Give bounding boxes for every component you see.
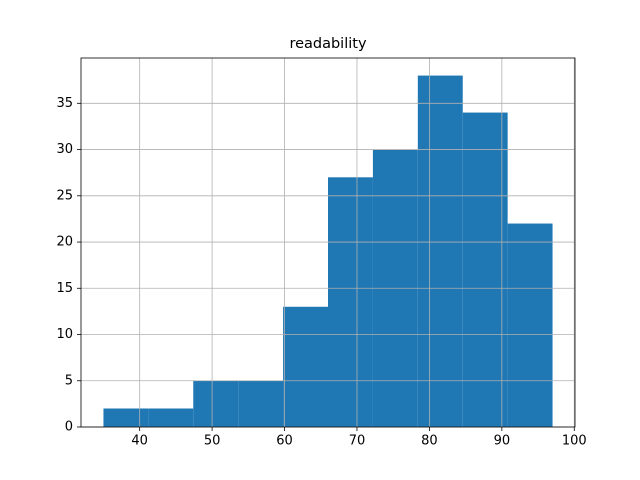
bar: [283, 306, 328, 427]
x-tick-label: 100: [562, 434, 587, 449]
x-tick-label: 90: [494, 434, 511, 449]
bar: [148, 408, 194, 427]
y-tick-label: 30: [56, 142, 73, 157]
bar: [193, 380, 239, 427]
y-tick-label: 25: [56, 188, 73, 203]
y-tick-label: 20: [56, 235, 73, 250]
bar: [328, 177, 373, 427]
x-tick-label: 70: [349, 434, 366, 449]
y-tick-label: 0: [65, 420, 73, 435]
y-tick-label: 35: [56, 96, 73, 111]
bar: [462, 112, 508, 428]
x-tick-label: 50: [204, 434, 221, 449]
y-tick-label: 10: [56, 327, 73, 342]
bar: [238, 380, 284, 427]
x-tick-label: 40: [131, 434, 148, 449]
bar: [103, 408, 149, 427]
y-tick-label: 5: [65, 373, 73, 388]
bar: [507, 223, 553, 427]
chart-title: readability: [289, 36, 367, 52]
axes-frame: [80, 57, 576, 428]
y-tick-label: 15: [56, 281, 73, 296]
x-tick-label: 80: [421, 434, 438, 449]
x-tick-label: 60: [276, 434, 293, 449]
bar: [417, 75, 463, 428]
